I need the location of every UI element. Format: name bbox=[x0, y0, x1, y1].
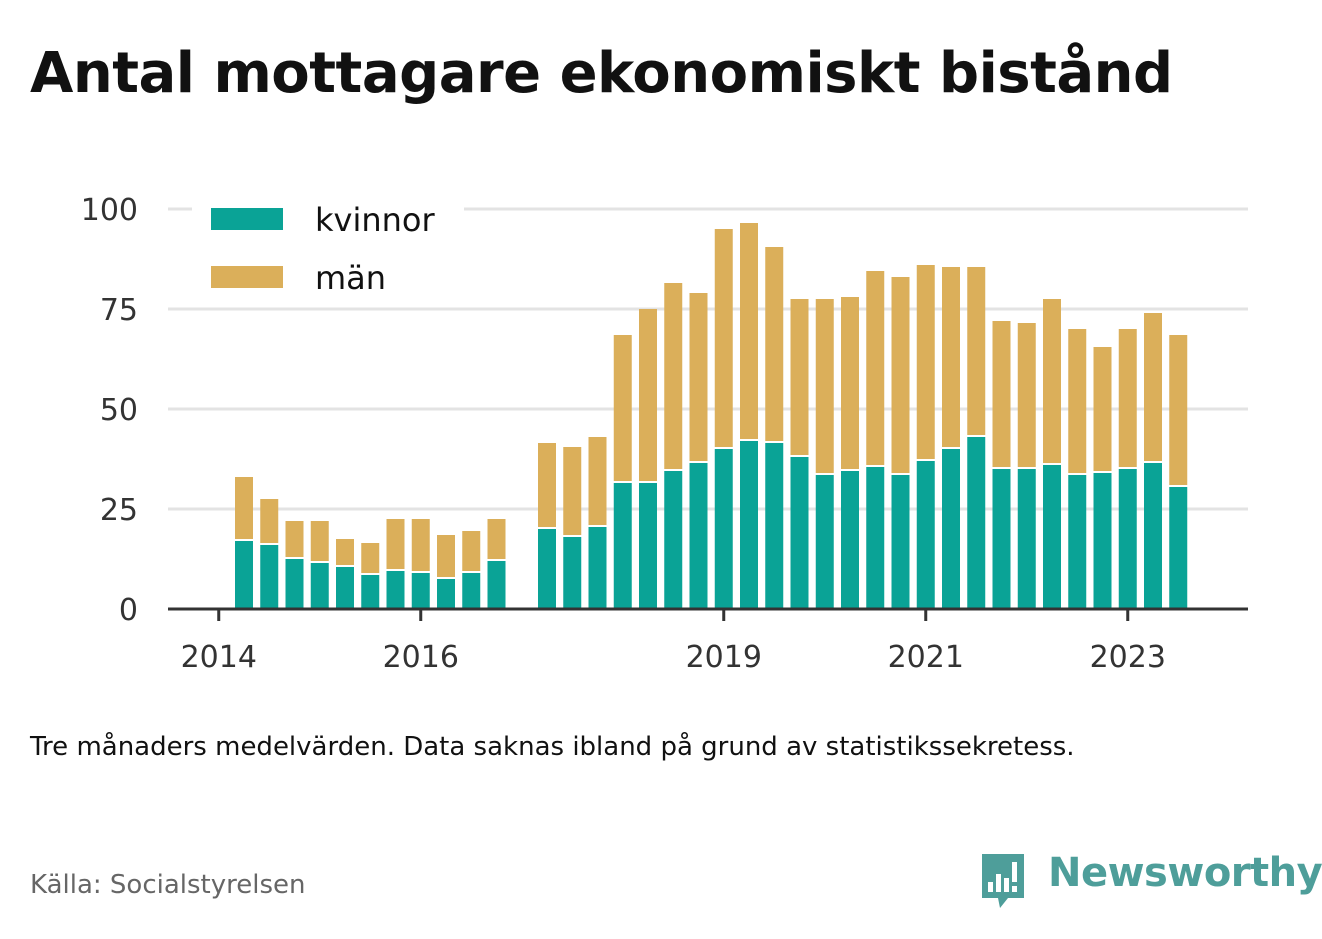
source-label: Källa: Socialstyrelsen bbox=[30, 870, 306, 900]
bar-kvinnor bbox=[563, 537, 582, 609]
bar-man bbox=[563, 447, 582, 535]
bar-man bbox=[361, 543, 380, 573]
bar-kvinnor bbox=[386, 571, 405, 609]
bar-man bbox=[411, 519, 430, 571]
legend-swatch-kvinnor bbox=[211, 208, 283, 230]
bar-kvinnor bbox=[1093, 473, 1112, 609]
bar-kvinnor bbox=[992, 469, 1011, 609]
legend: kvinnor män bbox=[192, 194, 464, 304]
bar-man bbox=[841, 297, 859, 469]
bar-kvinnor bbox=[815, 475, 834, 609]
x-tick-label: 2023 bbox=[1090, 640, 1166, 675]
bar-man bbox=[285, 521, 304, 557]
bar-man bbox=[1118, 329, 1137, 467]
bar-man bbox=[916, 265, 935, 459]
bar-kvinnor bbox=[916, 461, 935, 609]
brand: Newsworthy bbox=[978, 846, 1322, 912]
bars bbox=[235, 223, 1188, 609]
bar-man bbox=[942, 267, 960, 447]
y-tick-label: 25 bbox=[100, 493, 138, 528]
bar-kvinnor bbox=[1169, 487, 1188, 609]
bar-man bbox=[714, 229, 733, 447]
y-tick-label: 100 bbox=[81, 193, 138, 228]
bar-kvinnor bbox=[841, 471, 859, 609]
bar-kvinnor bbox=[942, 449, 960, 609]
bar-man bbox=[538, 443, 556, 527]
legend-label: män bbox=[315, 259, 386, 297]
bar-kvinnor bbox=[310, 563, 329, 609]
bar-kvinnor bbox=[714, 449, 733, 609]
bar-kvinnor bbox=[1118, 469, 1137, 609]
bar-kvinnor bbox=[411, 573, 430, 609]
bar-man bbox=[967, 267, 986, 435]
x-tick-label: 2016 bbox=[383, 640, 459, 675]
bar-kvinnor bbox=[336, 567, 354, 609]
bar-man bbox=[1093, 347, 1112, 471]
bar-kvinnor bbox=[1068, 475, 1087, 609]
bar-kvinnor bbox=[588, 527, 607, 609]
bar-kvinnor bbox=[740, 441, 758, 609]
bar-man bbox=[639, 309, 657, 481]
bar-man bbox=[487, 519, 506, 559]
bar-kvinnor bbox=[790, 457, 809, 609]
bar-man bbox=[260, 499, 279, 543]
bar-man bbox=[790, 299, 809, 455]
y-tick-label: 50 bbox=[100, 393, 138, 428]
bar-man bbox=[462, 531, 481, 571]
bar-man bbox=[1144, 313, 1162, 461]
legend-label: kvinnor bbox=[315, 201, 436, 239]
bar-man bbox=[386, 519, 405, 569]
bar-man bbox=[815, 299, 834, 473]
x-tick-label: 2019 bbox=[686, 640, 762, 675]
bar-man bbox=[740, 223, 758, 439]
bar-man bbox=[891, 277, 910, 473]
bar-man bbox=[588, 437, 607, 525]
bar-kvinnor bbox=[891, 475, 910, 609]
brand-name: Newsworthy bbox=[1048, 850, 1322, 896]
bar-kvinnor bbox=[260, 545, 279, 609]
bar-man bbox=[613, 335, 632, 481]
bar-kvinnor bbox=[1144, 463, 1162, 609]
bar-man bbox=[866, 271, 885, 465]
bar-man bbox=[664, 283, 683, 469]
bar-man bbox=[235, 477, 253, 539]
bar-kvinnor bbox=[538, 529, 556, 609]
y-tick-label: 0 bbox=[119, 593, 138, 628]
bar-man bbox=[1043, 299, 1061, 463]
bar-kvinnor bbox=[664, 471, 683, 609]
axes: 0 25 50 75 100 2014 2016 2019 2021 2023 bbox=[81, 193, 1248, 675]
legend-swatch-man bbox=[211, 266, 283, 288]
bar-kvinnor bbox=[487, 561, 506, 609]
chart-note: Tre månaders medelvärden. Data saknas ib… bbox=[30, 732, 1075, 762]
bar-kvinnor bbox=[285, 559, 304, 609]
bar-kvinnor bbox=[462, 573, 481, 609]
bar-chart-speech-bubble-icon bbox=[982, 854, 1024, 908]
bar-kvinnor bbox=[361, 575, 380, 609]
bar-kvinnor bbox=[689, 463, 708, 609]
bar-kvinnor bbox=[235, 541, 253, 609]
bar-man bbox=[1017, 323, 1036, 467]
bar-man bbox=[992, 321, 1011, 467]
bar-kvinnor bbox=[437, 579, 455, 609]
bar-kvinnor bbox=[765, 443, 784, 609]
bar-man bbox=[765, 247, 784, 441]
bar-man bbox=[1169, 335, 1188, 485]
bar-kvinnor bbox=[1043, 465, 1061, 609]
x-tick-label: 2014 bbox=[181, 640, 257, 675]
x-tick-label: 2021 bbox=[888, 640, 964, 675]
bar-kvinnor bbox=[967, 437, 986, 609]
bar-kvinnor bbox=[639, 483, 657, 609]
y-tick-label: 75 bbox=[100, 293, 138, 328]
bar-kvinnor bbox=[866, 467, 885, 609]
stacked-bar-chart: 0 25 50 75 100 2014 2016 2019 2021 2023 kvinnor mä… bbox=[81, 193, 1248, 675]
bar-man bbox=[689, 293, 708, 461]
chart-title: Antal mottagare ekonomiskt bistånd bbox=[30, 41, 1173, 106]
bar-man bbox=[310, 521, 329, 561]
bar-man bbox=[336, 539, 354, 565]
bar-kvinnor bbox=[1017, 469, 1036, 609]
bar-kvinnor bbox=[613, 483, 632, 609]
bar-man bbox=[437, 535, 455, 577]
bar-man bbox=[1068, 329, 1087, 473]
